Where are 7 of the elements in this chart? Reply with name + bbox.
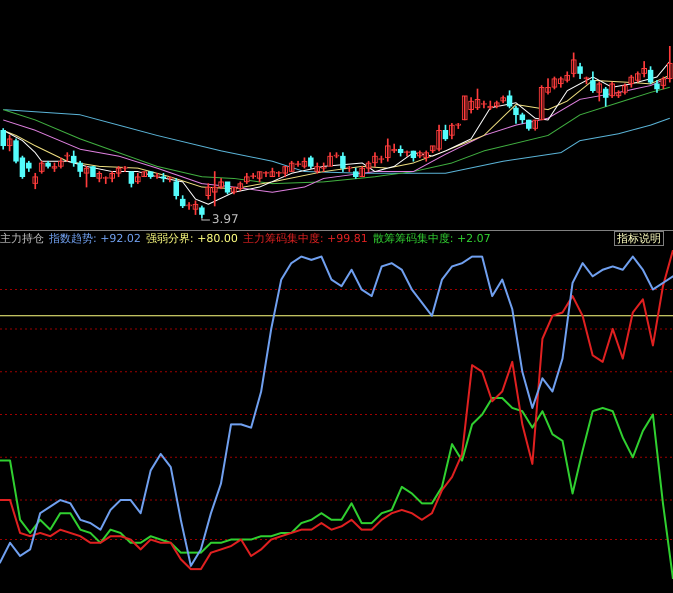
text: 主力筹码集中度: +99.81 — [242, 232, 368, 245]
ref-line-label: 强弱分界: +80.00 — [146, 232, 238, 245]
annotation: 3.97 — [212, 212, 239, 226]
chart-title: 主力持仓 — [0, 232, 44, 245]
text: 指标说明 — [614, 231, 664, 246]
text: 指数趋势: +92.02 — [49, 232, 141, 245]
text: 散筹筹码集中度: +2.07 — [372, 232, 491, 245]
